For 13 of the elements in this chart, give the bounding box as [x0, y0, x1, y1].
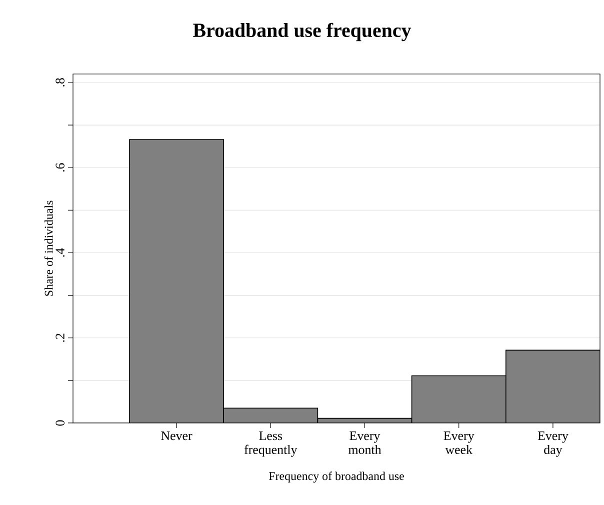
y-axis-title: Share of individuals [44, 200, 53, 296]
x-tick-label: Every month [348, 432, 382, 454]
y-tick-label: 0 [56, 420, 64, 426]
y-tick-label: .2 [56, 334, 64, 342]
x-tick-label: Every week [444, 432, 474, 454]
x-tick-label: Never [161, 432, 192, 440]
x-axis-title: Frequency of broadband use [268, 472, 404, 483]
y-tick-label: .4 [56, 248, 64, 257]
y-tick-label: .6 [56, 163, 64, 172]
x-tick-label: Every day [538, 432, 568, 457]
y-tick-label: .8 [56, 78, 64, 86]
chart-title: Broadband use frequency [193, 22, 412, 42]
x-tick-label: Less frequently [244, 432, 298, 457]
